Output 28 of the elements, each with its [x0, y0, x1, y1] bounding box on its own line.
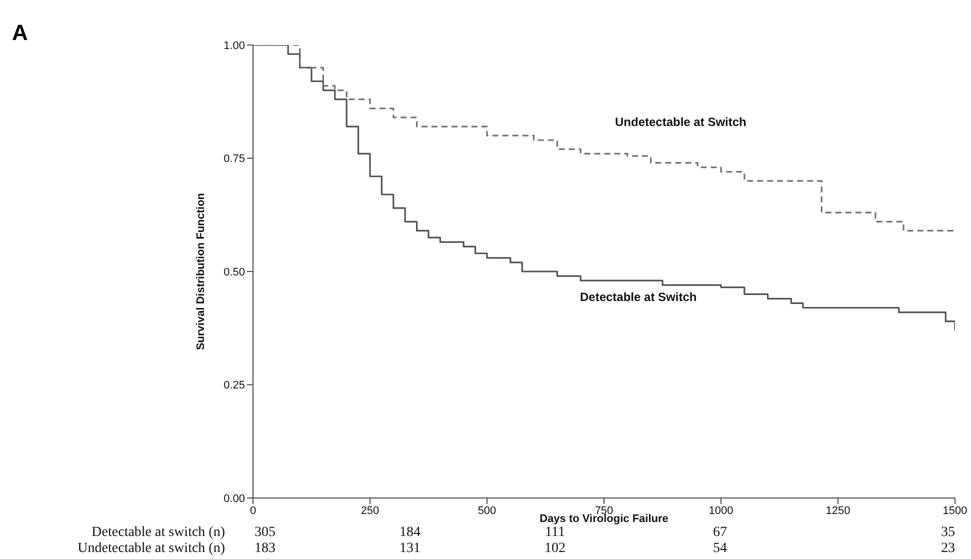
y-tick-label: 0.75 [224, 153, 245, 166]
text: 183 [254, 541, 276, 557]
text: 111 [544, 525, 566, 541]
text: 184 [398, 525, 422, 541]
text: 54 [712, 541, 728, 557]
x-tick-label: 250 [360, 504, 380, 517]
x-tick-label: 500 [478, 504, 496, 517]
y-tick-label: 0.50 [224, 266, 245, 278]
y-tick-label: 0.00 [224, 492, 245, 505]
text: 305 [254, 525, 276, 541]
text: Undetectable at switch (n) [76, 541, 225, 557]
x-tick-label: 0 [250, 504, 256, 517]
y-axis-title: Survival Distribution Function [194, 192, 207, 350]
x-tick-label: 1000 [708, 504, 734, 517]
text: A [12, 20, 28, 46]
text: 67 [712, 525, 728, 541]
x-tick-label: 1500 [942, 504, 968, 517]
text: Undetectable at Switch [615, 115, 746, 129]
series-label: Detectable at Switch [580, 290, 697, 304]
y-tick-label: 1.00 [224, 40, 245, 52]
y-tick-label: 0.25 [224, 380, 245, 392]
text: 35 [940, 525, 956, 541]
text: 102 [544, 541, 566, 557]
text: 23 [940, 541, 956, 557]
text: 131 [398, 541, 422, 557]
text: Detectable at switch (n) [90, 525, 225, 541]
x-tick-label: 1250 [826, 504, 850, 517]
x-axis-title: Days to Virologic Failure [540, 513, 668, 525]
